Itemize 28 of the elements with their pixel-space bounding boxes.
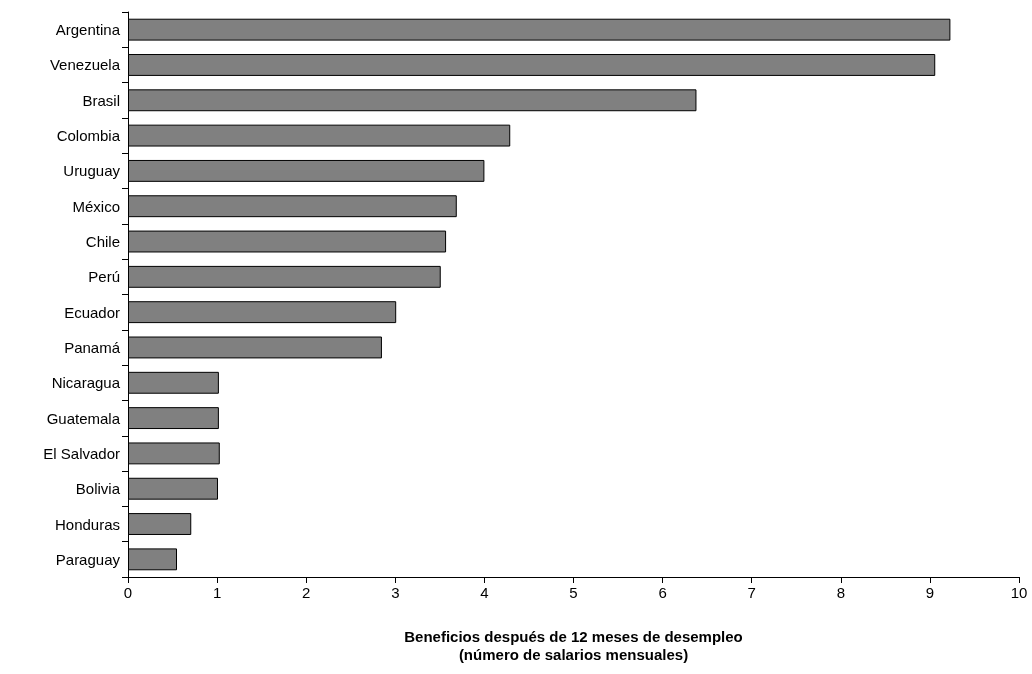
- y-tick-label: Venezuela: [49, 56, 121, 74]
- x-tick-label: 2: [302, 584, 311, 601]
- y-tick-label: Brasil: [82, 91, 120, 109]
- y-tick-label: Honduras: [54, 515, 120, 533]
- y-tick-label: Panamá: [64, 338, 121, 356]
- y-tick-label: Colombia: [56, 127, 121, 145]
- y-tick-label: Uruguay: [63, 162, 121, 180]
- x-axis-title: Beneficios después de 12 meses de desempleo (número de salarios mensuales): [404, 627, 743, 663]
- x-tick-label: 0: [123, 584, 133, 601]
- x-tick-label: 5: [569, 584, 578, 601]
- y-tick-label: Perú: [88, 268, 120, 286]
- y-tick-label: Ecuador: [64, 303, 120, 321]
- y-tick-label: Bolivia: [75, 480, 121, 498]
- x-tick-label: 1: [212, 584, 222, 601]
- y-tick-label: México: [72, 197, 120, 215]
- x-tick-label: 8: [836, 584, 845, 601]
- y-tick-label: Nicaragua: [51, 374, 121, 392]
- x-tick-label: 7: [747, 584, 756, 601]
- x-tick-label: 9: [925, 584, 935, 601]
- x-tick-label: 10: [1010, 584, 1028, 601]
- y-tick-label: El Salvador: [43, 444, 120, 462]
- x-tick-label: 6: [658, 584, 667, 601]
- x-tick-label: 4: [480, 584, 489, 601]
- y-tick-label: Paraguay: [55, 550, 121, 568]
- y-tick-label: Guatemala: [46, 409, 121, 427]
- x-tick-label: 3: [391, 584, 400, 601]
- y-tick-label: Argentina: [55, 21, 121, 39]
- y-tick-label: Chile: [85, 233, 120, 251]
